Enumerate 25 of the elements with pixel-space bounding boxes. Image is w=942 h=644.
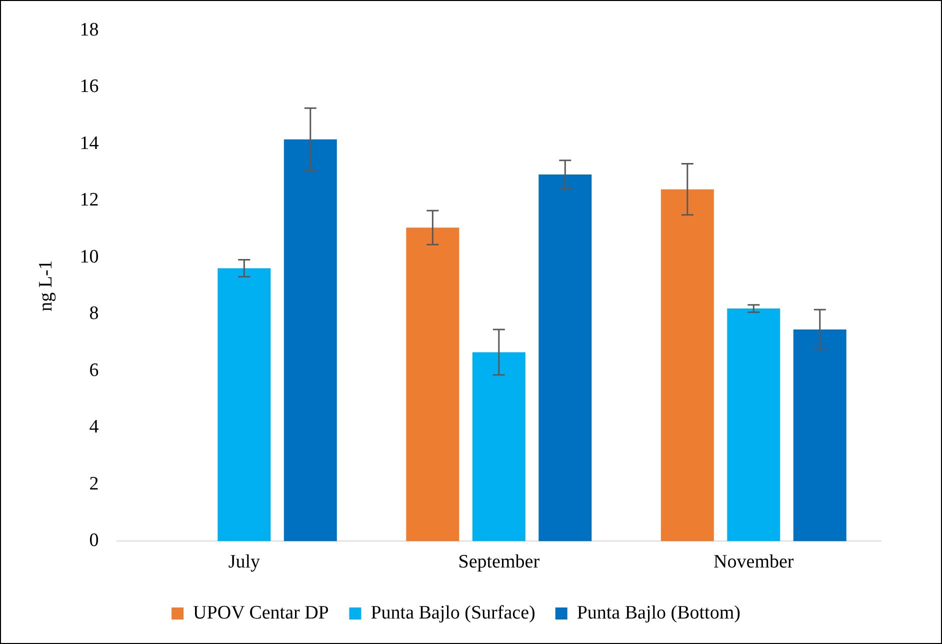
y-tick-label: 8 xyxy=(89,303,99,324)
bar xyxy=(472,352,526,542)
legend-label: Punta Bajlo (Bottom) xyxy=(576,602,740,624)
y-tick-label: 0 xyxy=(89,530,99,552)
bar xyxy=(727,308,780,542)
y-axis-title: ng L-1 xyxy=(35,260,56,312)
bar xyxy=(406,228,460,542)
y-tick-label: 10 xyxy=(80,246,99,268)
y-tick-label: 6 xyxy=(89,360,99,381)
bar xyxy=(793,330,846,542)
x-tick-label: September xyxy=(458,552,540,573)
y-tick-label: 4 xyxy=(89,416,100,438)
y-tick-label: 16 xyxy=(80,76,99,98)
y-tick-label: 12 xyxy=(80,190,99,211)
bar xyxy=(660,189,714,542)
bar xyxy=(284,139,337,542)
x-tick-label: July xyxy=(228,552,260,573)
y-tick-label: 14 xyxy=(80,132,100,154)
x-tick-label: November xyxy=(714,552,794,573)
legend-label: UPOV Centar DP xyxy=(193,602,329,624)
bar xyxy=(538,174,592,542)
legend-label: Punta Bajlo (Surface) xyxy=(370,602,536,624)
y-tick-label: 2 xyxy=(89,473,99,494)
bar xyxy=(218,268,271,542)
y-tick-label: 18 xyxy=(80,19,99,40)
